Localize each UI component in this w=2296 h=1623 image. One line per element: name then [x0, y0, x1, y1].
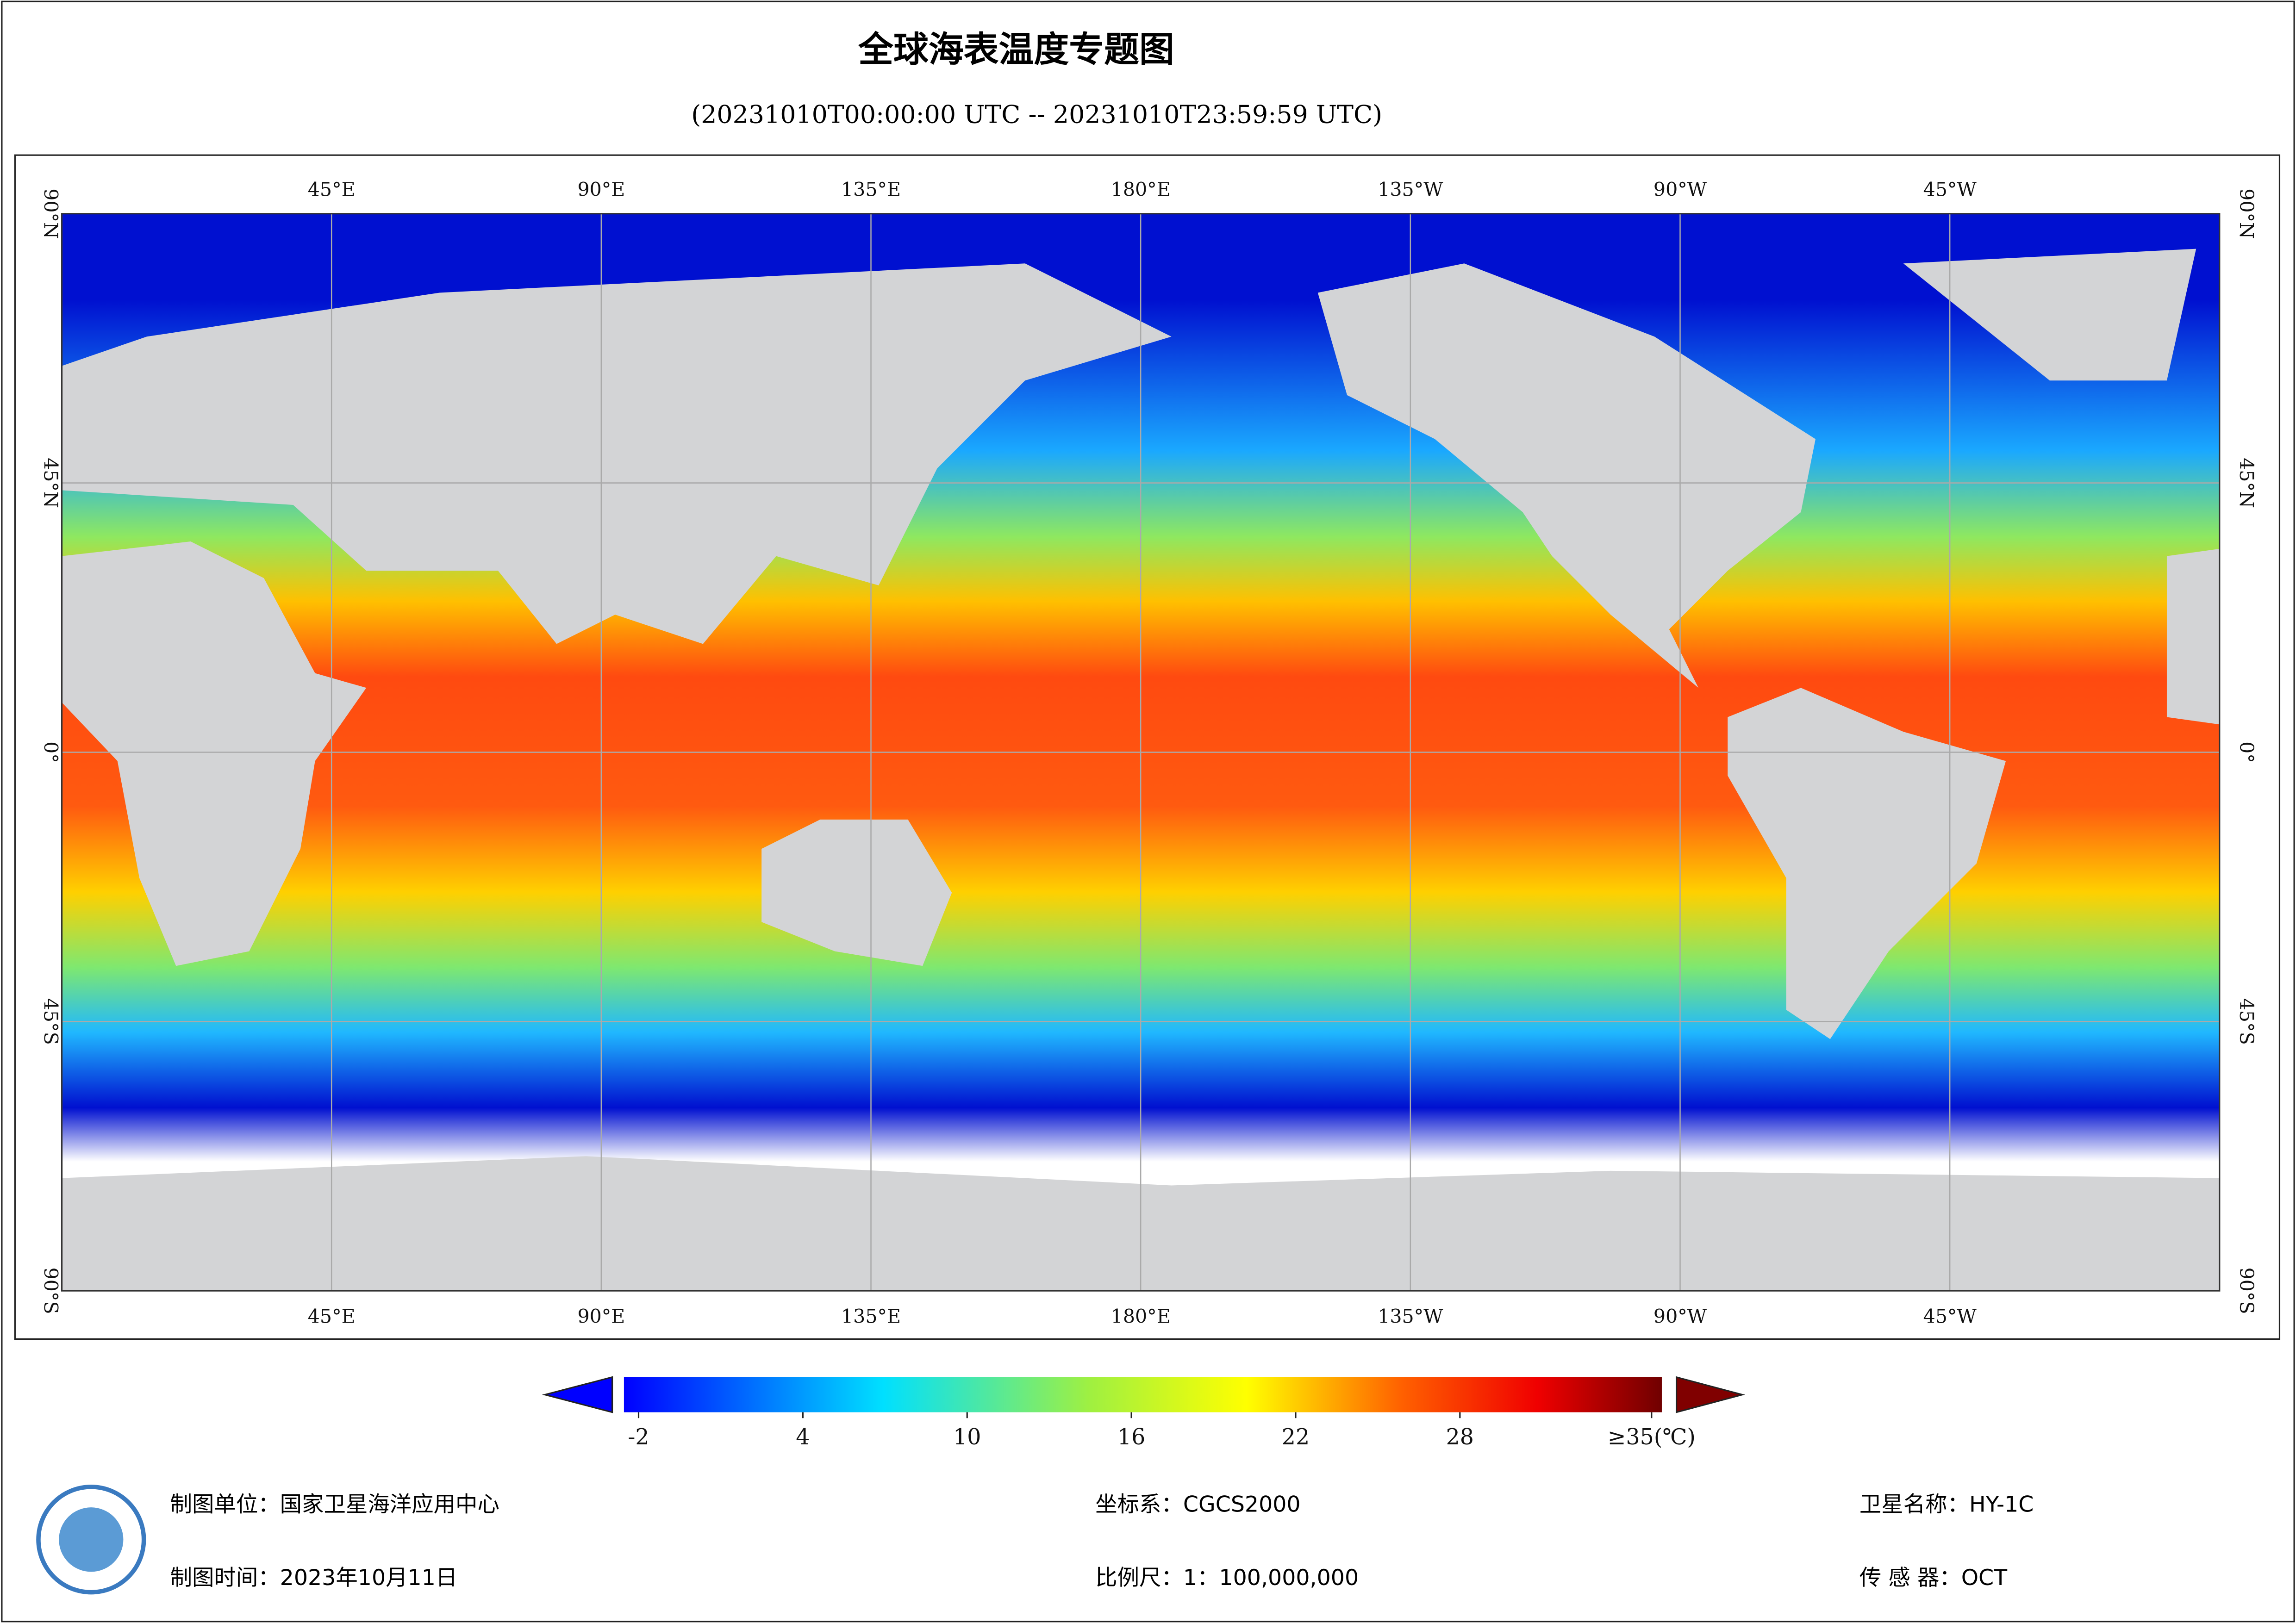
lon-label: 90°W [1653, 1306, 1707, 1328]
lon-label: 180°E [1111, 179, 1171, 201]
colorbar-label: ≥35(℃) [1608, 1424, 1696, 1450]
lon-label: 90°W [1653, 179, 1707, 201]
lat-label: 0° [2235, 741, 2258, 763]
lat-label: 0° [40, 741, 62, 763]
crs: 坐标系：CGCS2000 [1095, 1492, 1300, 1517]
colorbar-label: -2 [628, 1424, 649, 1450]
lat-label: 45°S [2235, 998, 2258, 1045]
sensor: 传 感 器：OCT [1859, 1565, 2008, 1591]
lat-label: 45°S [40, 998, 62, 1045]
lat-label: 90°S [40, 1268, 62, 1314]
map: 45°E 45°E 90°E 90°E 135°E 135°E 180°E 180°E 135°… [40, 179, 2258, 1328]
colorbar-low-arrow [542, 1376, 613, 1413]
scale: 比例尺：1：100,000,000 [1095, 1565, 1359, 1591]
lon-label: 135°E [841, 1306, 901, 1328]
map-time: 制图时间：2023年10月11日 [170, 1565, 458, 1591]
lat-label: 90°N [40, 188, 62, 239]
colorbar [624, 1377, 1662, 1412]
colorbar-high-arrow [1676, 1376, 1746, 1413]
map-border [61, 213, 2221, 1292]
lon-label: 135°W [1378, 1306, 1443, 1328]
lon-label: 135°W [1378, 179, 1443, 201]
lon-label: 180°E [1111, 1306, 1171, 1328]
colorbar-label: 4 [796, 1424, 810, 1450]
subtitle: (20231010T00:00:00 UTC -- 20231010T23:59… [691, 100, 1382, 129]
satellite: 卫星名称：HY-1C [1859, 1492, 2034, 1517]
lon-label: 90°E [577, 1306, 625, 1328]
lon-label: 45°W [1923, 1306, 1977, 1328]
lon-label: 45°E [308, 179, 356, 201]
lon-label: 45°W [1923, 179, 1977, 201]
title: 全球海表温度专题图 [858, 29, 1174, 70]
lon-label: 45°E [308, 1306, 356, 1328]
logo [36, 1485, 146, 1595]
lon-label: 90°E [577, 179, 625, 201]
map-unit: 制图单位：国家卫星海洋应用中心 [170, 1492, 499, 1517]
map-frame [14, 154, 2281, 1340]
colorbar-label: 16 [1117, 1424, 1145, 1450]
colorbar-label: 10 [953, 1424, 981, 1450]
lat-label: 45°N [2235, 458, 2258, 508]
lon-label: 135°E [841, 179, 901, 201]
lat-label: 90°S [2235, 1268, 2258, 1314]
lat-label: 45°N [40, 458, 62, 508]
lat-label: 90°N [2235, 188, 2258, 239]
colorbar-label: 22 [1282, 1424, 1310, 1450]
colorbar-label: 28 [1446, 1424, 1474, 1450]
